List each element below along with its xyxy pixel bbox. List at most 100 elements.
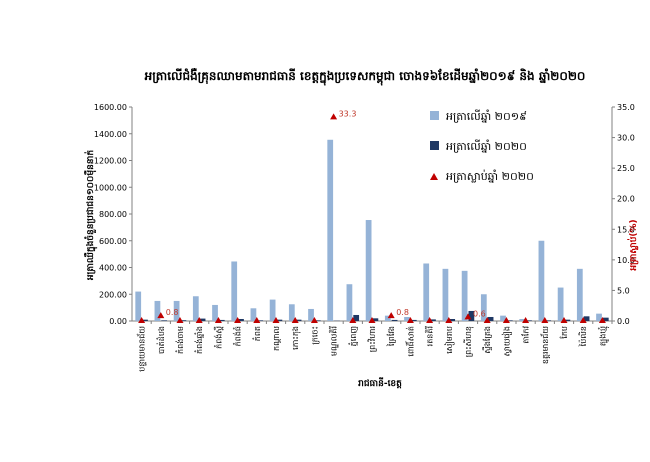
bar-2020 [276,319,283,321]
bar-2020 [257,320,264,321]
bar-2019 [442,268,449,321]
death-rate-marker [502,317,510,323]
y-tick-label: 800.00 [99,210,127,219]
bar-2020 [487,316,494,321]
death-rate-data-label: 33.3 [339,109,357,118]
y2-tick-label: 20.0 [617,195,635,204]
bar-2019 [500,315,506,321]
bar-2019 [365,220,372,321]
x-tick-label: បាត់ដំបង [156,326,166,354]
legend-swatch [430,141,439,150]
bar-2020 [545,320,552,321]
death-rate-marker [541,317,549,323]
bar-2019 [308,308,314,321]
bar-2020 [391,319,398,321]
bar-2020 [161,320,168,321]
death-rate-marker [445,317,453,323]
x-tick-label: ព្រះសីហនុ [463,326,474,357]
bar-2019 [346,284,353,321]
x-tick-label: ស្ទឹងត្រែង [482,326,492,354]
y2-axis-title: អត្រាស្លាប់(%) [627,219,639,271]
death-rate-data-label: 0.8 [166,308,179,317]
y-tick-label: 1000.00 [94,183,127,192]
bar-2019 [557,287,564,321]
death-rate-marker [214,317,222,323]
bar-2019 [404,316,410,321]
bar-2020 [506,320,513,321]
death-rate-marker [406,317,414,323]
x-tick-label: កំពង់ចាម [175,326,185,354]
bar-2019 [135,291,142,321]
x-tick-label: ឧត្ដរមានជ័យ [540,326,550,364]
bar-2020 [238,318,244,321]
legend-label: អត្រាស្លាប់ឆ្នាំ ២០២០ [446,169,534,183]
axes: 0.00 200.00 400.00 600.00 800.00 1000.00 1200.… [94,103,635,372]
bar-2019 [269,299,276,321]
death-rate-marker [176,317,184,323]
death-rate-data-label: 0.6 [473,309,486,318]
bar-2020 [410,319,417,321]
death-rate-marker [272,317,280,323]
death-rate-marker [426,317,434,323]
y-tick-label: 200.00 [99,290,127,299]
x-tick-label: ស្វាយរៀង [501,326,512,356]
bar-2019 [327,139,334,321]
y2-tick-label: 0.0 [617,317,630,326]
markers-group [138,113,606,323]
bar-2020 [295,319,302,321]
death-rate-marker [579,317,587,323]
y-tick-label: 400.00 [99,264,127,273]
chart-title: អត្រាលើជំងឺគ្រុនឈាមតាមរាជធានី ខេត្តក្នុង… [144,68,586,86]
bar-2019 [596,313,602,321]
bar-2020 [199,318,206,321]
bar-2020 [583,316,590,321]
death-rate-marker [253,317,261,323]
bar-2019 [288,304,295,321]
bar-2019 [576,268,583,321]
x-axis-title: រាជធានី-ខេត្ត [358,377,402,389]
death-rate-marker [138,317,146,323]
y-axis-title: អត្រាឈឺក្នុងចំនួនប្រជាជន១០០ម៉ឺននាក់ [84,150,98,281]
y2-tick-label: 25.0 [617,164,635,173]
y2-tick-label: 15.0 [617,225,635,234]
y-tick-label: 1400.00 [94,130,127,139]
x-tick-label: មណ្ឌលគិរី [329,326,339,357]
bar-2019 [384,315,391,321]
bar-2020 [602,317,609,321]
bar-2019 [231,261,238,321]
bar-2019 [192,296,199,321]
legend-swatch [430,111,439,120]
bar-2019 [423,263,430,321]
x-tick-label: ព្រៃវែង [386,326,396,347]
x-tick-label: តាកែវ [521,326,531,344]
bar-2020 [314,320,321,321]
labels-group: 0.8 33.3 0.8 0.6 [166,109,486,318]
death-rate-marker [234,317,242,323]
death-rate-marker [157,312,165,319]
y2-tick-label: 35.0 [617,103,635,112]
y-tick-label: 0.00 [109,317,127,326]
death-rate-marker [349,317,357,323]
y2-tick-label: 30.0 [617,134,635,143]
x-tick-label: ភ្នំពេញ [348,326,358,346]
bar-2020 [218,319,225,321]
death-rate-marker [522,317,530,323]
death-rate-marker [387,312,395,319]
x-tick-label: ពោធិ៍សាត់ [404,326,415,356]
bar-2020 [180,320,187,321]
death-rate-marker [330,113,338,120]
bar-2020 [353,314,360,321]
bar-2020 [372,318,379,321]
x-tick-label: រតនគិរី [425,326,435,347]
x-tick-label: កំពង់ស្ពឺ [213,326,223,349]
bar-2020 [468,310,475,321]
bar-2019 [538,240,545,321]
death-rate-marker [310,317,318,323]
x-tick-label: ត្បូងឃ្មុំ [597,326,609,347]
death-rate-marker [598,317,606,323]
bars-group [135,139,609,321]
bar-2019 [212,304,218,321]
y-tick-label: 1200.00 [94,157,127,166]
